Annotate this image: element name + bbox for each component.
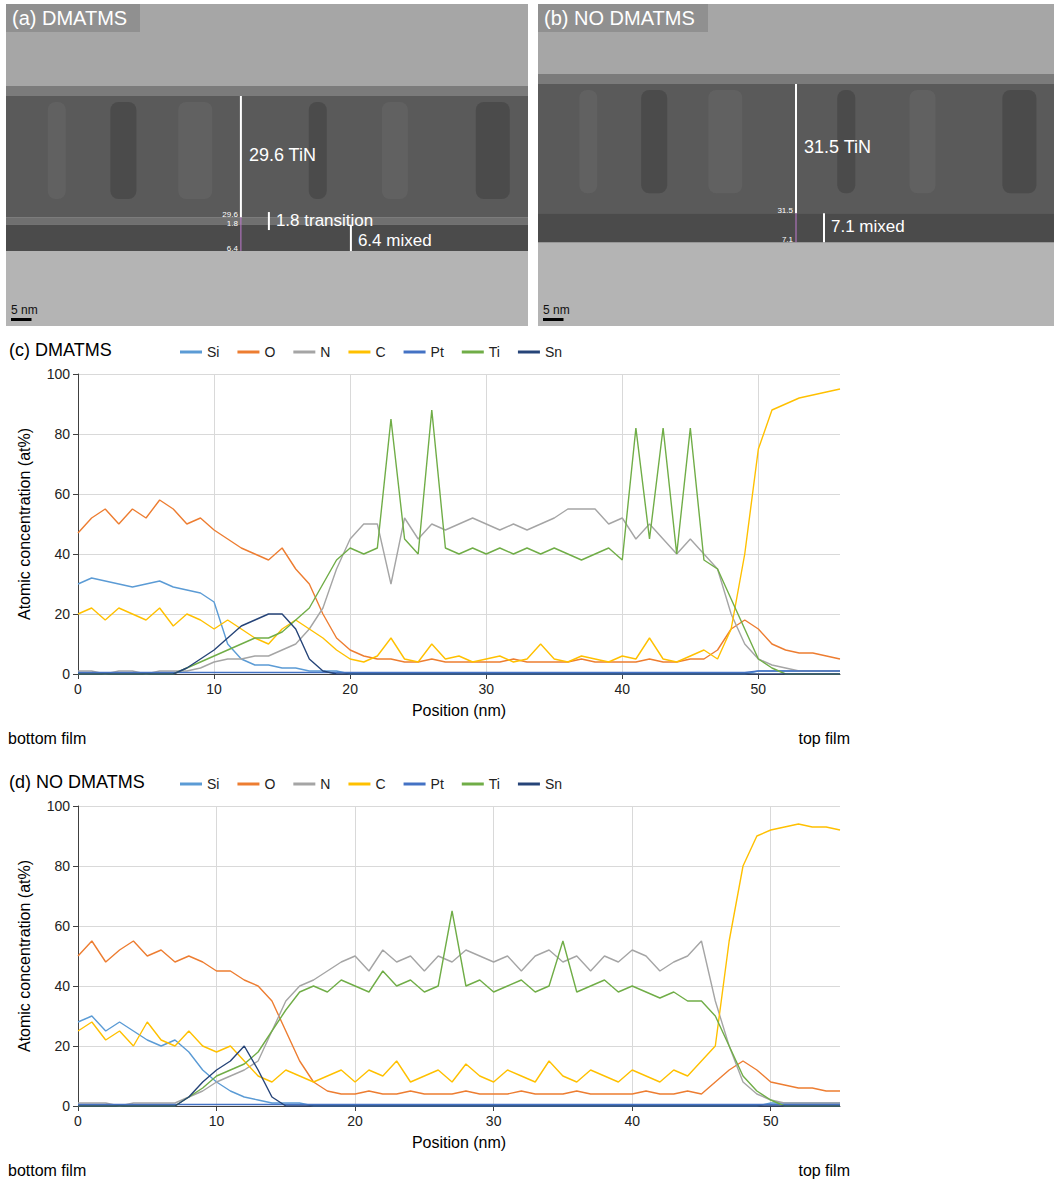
svg-text:Position (nm): Position (nm) — [412, 1134, 506, 1151]
svg-text:top film: top film — [798, 1162, 850, 1179]
svg-text:N: N — [320, 344, 330, 360]
svg-text:1.8 transition: 1.8 transition — [276, 211, 373, 230]
svg-text:20: 20 — [54, 1038, 70, 1054]
svg-text:O: O — [264, 344, 275, 360]
svg-text:29.6 TiN: 29.6 TiN — [249, 145, 316, 165]
svg-text:100: 100 — [47, 366, 71, 382]
svg-text:29.6: 29.6 — [222, 210, 238, 219]
svg-text:0: 0 — [62, 1098, 70, 1114]
svg-text:20: 20 — [347, 1113, 363, 1129]
svg-text:40: 40 — [624, 1113, 640, 1129]
svg-text:Sn: Sn — [545, 344, 562, 360]
svg-text:60: 60 — [54, 918, 70, 934]
svg-text:O: O — [264, 776, 275, 792]
svg-text:Atomic concentration (at%): Atomic concentration (at%) — [16, 860, 33, 1052]
svg-text:10: 10 — [209, 1113, 225, 1129]
svg-text:50: 50 — [751, 681, 767, 697]
svg-text:Ti: Ti — [489, 344, 500, 360]
svg-text:C: C — [375, 776, 385, 792]
svg-text:80: 80 — [54, 426, 70, 442]
svg-text:N: N — [320, 776, 330, 792]
svg-text:40: 40 — [54, 978, 70, 994]
svg-text:5 nm: 5 nm — [11, 303, 38, 317]
svg-text:Pt: Pt — [431, 776, 444, 792]
svg-text:20: 20 — [54, 606, 70, 622]
svg-text:5 nm: 5 nm — [543, 303, 570, 317]
svg-text:bottom film: bottom film — [8, 730, 86, 747]
svg-text:Pt: Pt — [431, 344, 444, 360]
svg-text:30: 30 — [486, 1113, 502, 1129]
svg-text:6.4: 6.4 — [227, 244, 239, 253]
svg-text:(c) DMATMS: (c) DMATMS — [9, 340, 112, 360]
svg-text:0: 0 — [74, 681, 82, 697]
svg-text:C: C — [375, 344, 385, 360]
svg-text:Position (nm): Position (nm) — [412, 702, 506, 719]
svg-text:40: 40 — [614, 681, 630, 697]
svg-text:10: 10 — [206, 681, 222, 697]
svg-text:100: 100 — [47, 798, 71, 814]
svg-text:30: 30 — [478, 681, 494, 697]
svg-text:50: 50 — [763, 1113, 779, 1129]
svg-text:6.4 mixed: 6.4 mixed — [358, 231, 432, 250]
svg-text:20: 20 — [342, 681, 358, 697]
svg-text:(d) NO DMATMS: (d) NO DMATMS — [9, 772, 145, 792]
svg-text:Atomic concentration (at%): Atomic concentration (at%) — [16, 428, 33, 620]
svg-text:top film: top film — [798, 730, 850, 747]
svg-text:Si: Si — [207, 344, 219, 360]
svg-text:7.1 mixed: 7.1 mixed — [831, 217, 905, 236]
svg-text:60: 60 — [54, 486, 70, 502]
svg-text:bottom film: bottom film — [8, 1162, 86, 1179]
svg-text:Ti: Ti — [489, 776, 500, 792]
svg-text:0: 0 — [62, 666, 70, 682]
svg-text:31.5: 31.5 — [777, 206, 793, 215]
svg-text:0: 0 — [74, 1113, 82, 1129]
svg-text:Si: Si — [207, 776, 219, 792]
svg-text:Sn: Sn — [545, 776, 562, 792]
svg-text:(b) NO DMATMS: (b) NO DMATMS — [544, 7, 695, 29]
svg-text:7.1: 7.1 — [782, 235, 794, 244]
svg-text:40: 40 — [54, 546, 70, 562]
svg-text:(a) DMATMS: (a) DMATMS — [12, 7, 127, 29]
svg-text:1.8: 1.8 — [227, 219, 239, 228]
svg-text:31.5 TiN: 31.5 TiN — [804, 137, 871, 157]
svg-text:80: 80 — [54, 858, 70, 874]
